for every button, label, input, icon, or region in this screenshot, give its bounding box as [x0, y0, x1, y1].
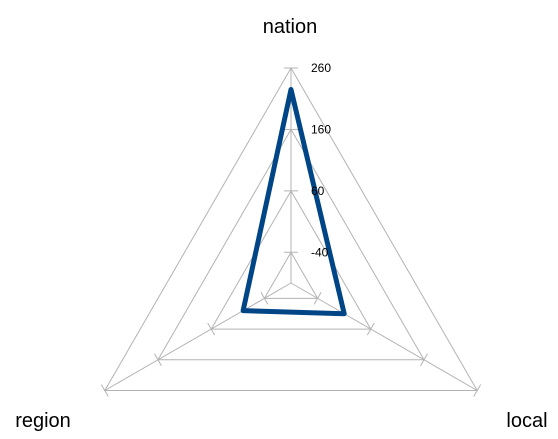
- data-point-local: [343, 313, 345, 315]
- data-point-nation: [290, 89, 292, 90]
- data-point-region: [242, 310, 244, 312]
- tick-label-3: -40: [311, 245, 329, 259]
- grid-ring-3: [263, 251, 319, 299]
- radar-series: [240, 87, 347, 317]
- grid-ring-1: [157, 128, 425, 361]
- category-label-nation: nation: [263, 16, 318, 38]
- category-label-local: local: [506, 410, 547, 432]
- radar-tick-labels: 260 160 60 -40: [311, 61, 331, 259]
- grid-ring-0: [103, 67, 479, 391]
- axis-spoke-region: [104, 282, 292, 391]
- tick-label-1: 160: [311, 122, 331, 136]
- tick-label-2: 60: [311, 184, 325, 198]
- axis-spoke-local: [290, 282, 478, 391]
- radar-grid: [100, 67, 482, 397]
- radar-axes: [104, 68, 478, 391]
- category-label-region: region: [15, 410, 71, 432]
- radar-category-labels: nation local region: [15, 16, 547, 432]
- series-line-0: [240, 87, 347, 317]
- tick-label-0: 260: [311, 61, 331, 75]
